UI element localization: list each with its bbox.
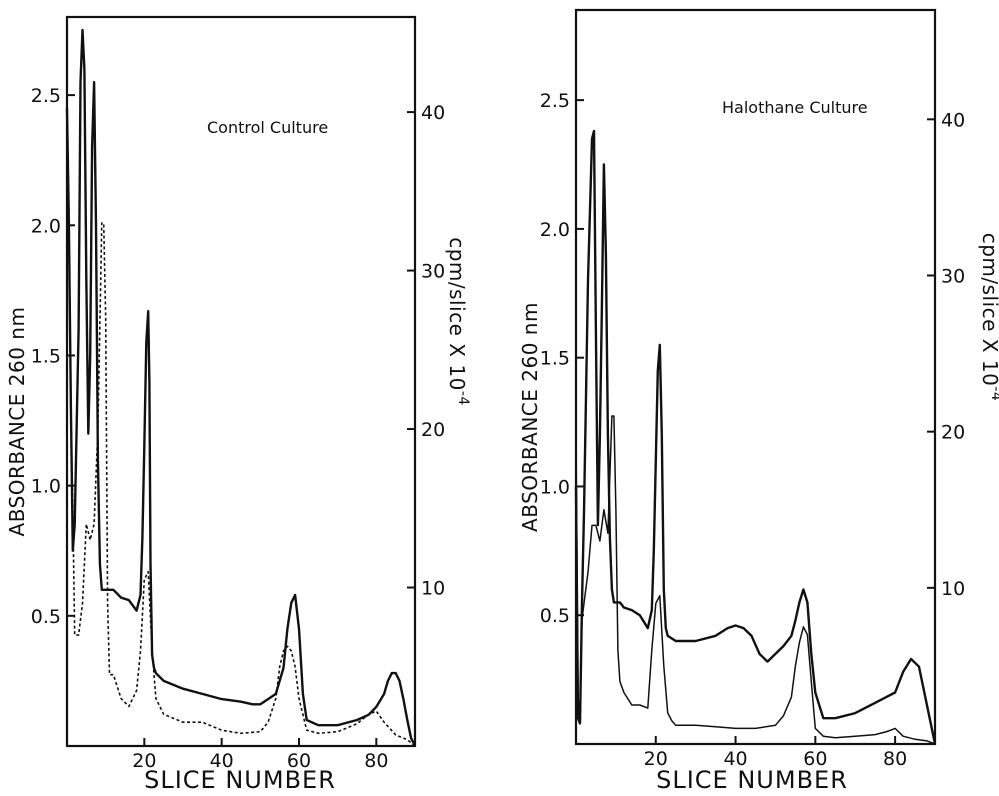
y-tick-label: 2.0 [31,215,61,237]
x-axis-title: SLICE NUMBER [144,766,336,794]
plot-frame [574,8,937,746]
radioactivity-series-line [66,191,416,747]
y-axis-title: ABSORBANCE 260 nm [518,302,542,532]
y2-tick-label: 40 [941,109,965,131]
y2-tick-label: 10 [421,578,445,600]
y-tick-label: 0.5 [540,605,570,627]
panel-title: Halothane Culture [722,98,868,117]
y2-axis-title: cpm/slice X 10-4 [978,233,999,402]
y2-tick-label: 40 [421,102,445,124]
y2-axis-title-text: cpm/slice X 10 [978,233,999,387]
x-axis-title: SLICE NUMBER [656,766,848,794]
panel-title: Control Culture [207,118,328,137]
y2-axis-title-exponent: -4 [988,386,999,401]
x-tick-label: 20 [644,748,668,770]
y2-tick-label: 20 [421,419,445,441]
y2-tick-label: 30 [421,261,445,283]
y-tick-label: 1.5 [31,345,61,367]
y-tick-label: 2.0 [540,219,570,241]
y2-axis-title-text: cpm/slice X 10 [445,237,469,391]
x-tick-label: 60 [803,748,827,770]
absorbance-series-line [574,129,937,745]
plot-frame [65,15,417,748]
x-tick-label: 20 [132,750,156,772]
radioactivity-series-line [575,415,936,745]
y-tick-label: 1.0 [540,476,570,498]
y2-tick-label: 20 [941,422,965,444]
y-tick-label: 1.0 [31,476,61,498]
x-tick-label: 80 [364,750,388,772]
absorbance-series-line [65,28,417,747]
y-tick-label: 2.5 [31,85,61,107]
x-tick-label: 40 [210,750,234,772]
y-tick-label: 0.5 [31,606,61,628]
chart-panel-1: 20 40 60 80 0.5 1.0 1.5 2.0 2.5 10 20 30 40 Control C… [5,15,471,794]
y2-axis-title-exponent: -4 [455,391,471,406]
y-tick-label: 1.5 [540,348,570,370]
chart-panel-2: 20 40 60 80 0.5 1.0 1.5 2.0 2.5 10 20 30 40 Halothane… [518,8,999,794]
x-tick-label: 80 [883,748,907,770]
x-tick-label: 40 [723,748,747,770]
x-tick-label: 60 [287,750,311,772]
y2-tick-label: 10 [941,578,965,600]
y2-tick-label: 30 [941,265,965,287]
y-tick-label: 2.5 [540,90,570,112]
y-axis-title: ABSORBANCE 260 nm [5,307,29,537]
y2-axis-title: cpm/slice X 10-4 [445,237,471,406]
